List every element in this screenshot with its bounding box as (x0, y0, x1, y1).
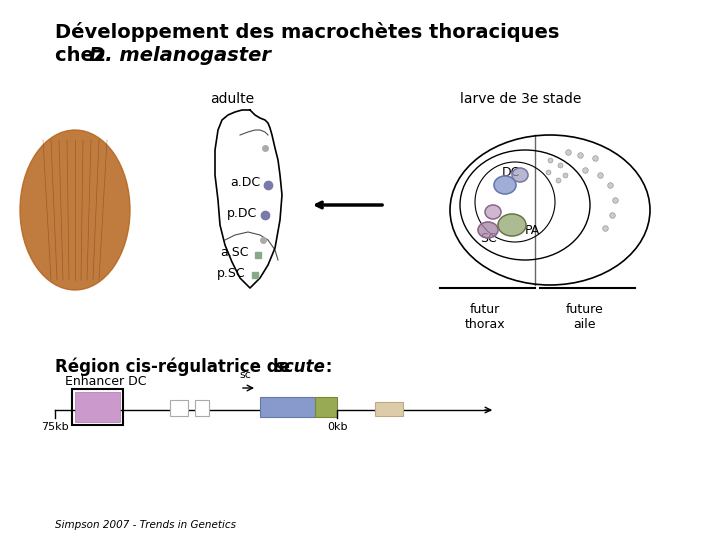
Text: 0kb: 0kb (327, 422, 347, 432)
Ellipse shape (494, 176, 516, 194)
Text: Simpson 2007 - Trends in Genetics: Simpson 2007 - Trends in Genetics (55, 520, 236, 530)
Text: future
aile: future aile (566, 303, 604, 331)
Text: PA: PA (525, 224, 540, 237)
Text: scute: scute (275, 358, 326, 376)
Text: p.DC: p.DC (227, 206, 257, 219)
Text: D. melanogaster: D. melanogaster (89, 46, 271, 65)
Text: larve de 3e stade: larve de 3e stade (460, 92, 581, 106)
Ellipse shape (478, 222, 498, 238)
Bar (170, 400, 188, 416)
Text: SC: SC (480, 232, 497, 245)
Bar (195, 400, 209, 416)
Text: adulte: adulte (210, 92, 254, 106)
Bar (75, 392, 120, 422)
Ellipse shape (485, 205, 501, 219)
Text: DC: DC (502, 165, 520, 179)
Bar (375, 402, 403, 416)
Text: chez: chez (55, 46, 112, 65)
Bar (72, 389, 123, 425)
Bar (315, 397, 337, 417)
Text: a.DC: a.DC (230, 177, 260, 190)
Text: :: : (320, 358, 333, 376)
Ellipse shape (20, 130, 130, 290)
Ellipse shape (498, 214, 526, 236)
Ellipse shape (512, 168, 528, 182)
Text: sc: sc (239, 370, 251, 380)
Text: Développement des macrochètes thoraciques: Développement des macrochètes thoracique… (55, 22, 559, 42)
Text: p.SC: p.SC (217, 267, 246, 280)
Text: futur
thorax: futur thorax (464, 303, 505, 331)
Text: a.SC: a.SC (220, 246, 248, 260)
Text: Enhancer DC: Enhancer DC (65, 375, 146, 388)
Text: 75kb: 75kb (41, 422, 69, 432)
Text: Région cis-régulatrice de: Région cis-régulatrice de (55, 358, 296, 376)
Bar (260, 397, 315, 417)
